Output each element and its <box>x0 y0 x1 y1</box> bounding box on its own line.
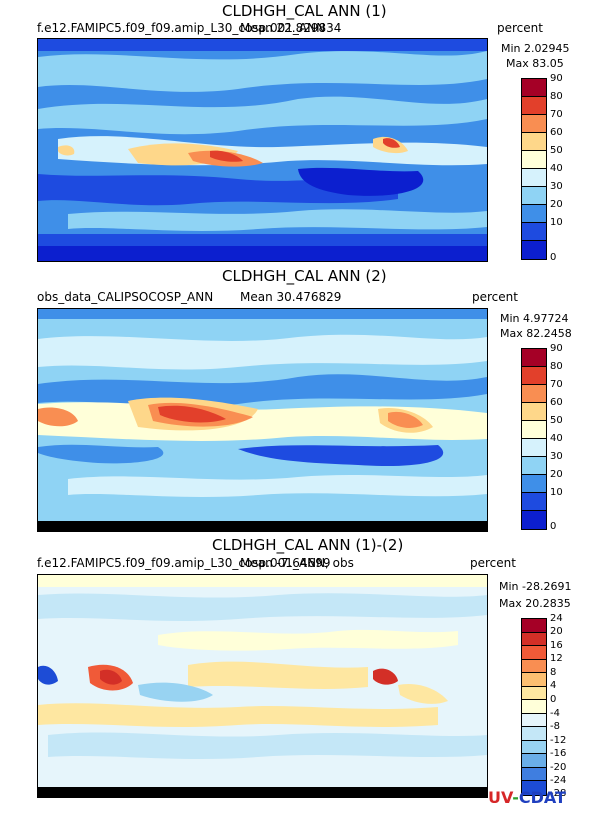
panel3-colorbar-tick: -12 <box>550 735 567 746</box>
panel1-colorbar <box>521 78 547 260</box>
panel1-colorbar-bin <box>522 223 546 241</box>
panel3-colorbar-tick: 12 <box>550 653 563 664</box>
panel1-colorbar-bin <box>522 79 546 97</box>
panel2-units: percent <box>472 290 518 304</box>
panel3-colorbar-bin <box>522 646 546 660</box>
panel3-mean-label: Mean -7.64699 <box>240 556 331 570</box>
panel3-colorbar-bin <box>522 632 546 647</box>
panel2-map <box>37 308 488 532</box>
panel2-colorbar-bin <box>522 457 546 475</box>
panel1-colorbar-tick: 30 <box>550 181 563 192</box>
panel2-max-label: Max 82.2458 <box>500 327 572 340</box>
panel2-colorbar-bin <box>522 349 546 367</box>
panel3-colorbar-tick: -8 <box>550 721 560 732</box>
panel3-min-label: Min -28.2691 <box>499 580 572 593</box>
panel2-colorbar-tick: 70 <box>550 379 563 390</box>
panel3-colorbar-bin <box>522 619 546 633</box>
panel3-title: CLDHGH_CAL ANN (1)-(2) <box>212 536 404 554</box>
panel2-colorbar-tick: 80 <box>550 361 563 372</box>
panel2-colorbar-tick: 10 <box>550 487 563 498</box>
panel2-colorbar-bin <box>522 403 546 421</box>
panel3-colorbar-tick: 8 <box>550 667 557 678</box>
panel1-min-label: Min 2.02945 <box>501 42 570 55</box>
panel1-map <box>37 38 488 262</box>
panel3-colorbar-tick: 24 <box>550 613 563 624</box>
uvcdat-logo: UV-CDAT <box>488 788 566 807</box>
panel2-colorbar-tick: 20 <box>550 469 563 480</box>
panel3-case-label: f.e12.FAMIPC5.f09_f09.amip_L30_cosp.001_… <box>37 556 354 570</box>
panel3-colorbar-tick: -16 <box>550 748 567 759</box>
panel2-colorbar-bin <box>522 385 546 403</box>
panel2-colorbar-bin <box>522 439 546 457</box>
panel3-colorbar-bin <box>522 659 546 674</box>
panel2-min-label: Min 4.97724 <box>500 312 569 325</box>
panel1-colorbar-tick: 70 <box>550 109 563 120</box>
panel2-colorbar-tick: 40 <box>550 433 563 444</box>
panel1-colorbar-bin <box>522 97 546 115</box>
panel1-colorbar-bin <box>522 169 546 187</box>
panel3-colorbar-tick: 4 <box>550 680 557 691</box>
panel1-map-field <box>38 39 487 261</box>
panel3-max-label: Max 20.2835 <box>499 597 571 610</box>
panel3-colorbar-bin <box>522 754 546 768</box>
panel1-colorbar-bin <box>522 205 546 223</box>
panel3-colorbar-tick: 16 <box>550 640 563 651</box>
panel1-colorbar-bin <box>522 133 546 151</box>
panel1-units: percent <box>497 21 543 35</box>
panel2-colorbar-bin <box>522 367 546 385</box>
panel1-colorbar-bin <box>522 241 546 259</box>
panel3-colorbar-tick: 20 <box>550 626 563 637</box>
panel2-colorbar-tick: 90 <box>550 343 563 354</box>
panel3-colorbar-tick: -24 <box>550 775 567 786</box>
panel3-colorbar-tick: -20 <box>550 762 567 773</box>
panel1-colorbar-tick: 50 <box>550 145 563 156</box>
panel3-colorbar-bin <box>522 727 546 741</box>
panel3-colorbar <box>521 618 547 796</box>
panel2-case-label: obs_data_CALIPSOCOSP_ANN <box>37 290 214 304</box>
panel1-colorbar-tick: 10 <box>550 217 563 228</box>
panel1-colorbar-bin <box>522 115 546 133</box>
panel1-mean-label: Mean 22.829834 <box>240 21 342 35</box>
panel2-colorbar-tick: 50 <box>550 415 563 426</box>
panel3-map <box>37 574 488 798</box>
panel3-colorbar-bin <box>522 740 546 755</box>
panel1-title: CLDHGH_CAL ANN (1) <box>222 2 387 20</box>
panel3-colorbar-bin <box>522 713 546 728</box>
panel1-colorbar-tick: 0 <box>550 252 557 263</box>
panel1-max-label: Max 83.05 <box>506 57 564 70</box>
panel2-colorbar-bin <box>522 475 546 493</box>
panel1-colorbar-tick: 90 <box>550 73 563 84</box>
panel3-colorbar-tick: -4 <box>550 708 560 719</box>
panel2-colorbar-bin <box>522 421 546 439</box>
panel2-title: CLDHGH_CAL ANN (2) <box>222 267 387 285</box>
uvcdat-logo-text: UV-CDAT <box>488 788 566 807</box>
panel2-colorbar-tick: 30 <box>550 451 563 462</box>
panel2-colorbar-bin <box>522 511 546 529</box>
panel1-colorbar-bin <box>522 187 546 205</box>
panel3-colorbar-bin <box>522 700 546 714</box>
panel3-units: percent <box>470 556 516 570</box>
panel1-colorbar-tick: 80 <box>550 91 563 102</box>
panel2-mean-label: Mean 30.476829 <box>240 290 342 304</box>
panel2-colorbar-tick: 60 <box>550 397 563 408</box>
panel3-colorbar-bin <box>522 767 546 782</box>
panel2-colorbar-tick: 0 <box>550 521 557 532</box>
panel1-colorbar-tick: 60 <box>550 127 563 138</box>
panel2-colorbar <box>521 348 547 530</box>
panel2-colorbar-bin <box>522 493 546 511</box>
panel3-map-field <box>38 575 487 797</box>
panel3-colorbar-bin <box>522 673 546 687</box>
panel3-colorbar-tick: -28 <box>550 788 567 799</box>
panel3-colorbar-bin <box>522 686 546 701</box>
panel1-colorbar-tick: 40 <box>550 163 563 174</box>
panel1-colorbar-tick: 20 <box>550 199 563 210</box>
panel3-colorbar-tick: 0 <box>550 694 557 705</box>
panel3-colorbar-bin <box>522 781 546 795</box>
panel1-case-label: f.e12.FAMIPC5.f09_f09.amip_L30_cosp.001_… <box>37 21 326 35</box>
panel1-colorbar-bin <box>522 151 546 169</box>
panel2-map-field <box>38 309 487 531</box>
